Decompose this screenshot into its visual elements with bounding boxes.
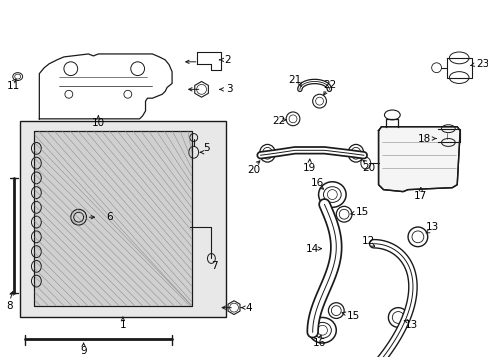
Text: 8: 8 [6, 301, 13, 311]
Text: 19: 19 [303, 163, 316, 173]
Text: 5: 5 [203, 143, 209, 153]
Text: 2: 2 [224, 55, 230, 65]
Text: 4: 4 [245, 303, 252, 312]
Text: 3: 3 [225, 84, 232, 94]
Text: 6: 6 [106, 212, 113, 222]
Text: 13: 13 [404, 320, 417, 330]
Text: 12: 12 [361, 236, 375, 246]
Text: 10: 10 [92, 118, 104, 128]
Text: 20: 20 [246, 165, 260, 175]
Text: 18: 18 [417, 134, 430, 144]
Polygon shape [378, 127, 459, 192]
Text: 15: 15 [346, 311, 360, 320]
Text: 23: 23 [475, 59, 488, 69]
Text: 22: 22 [322, 80, 335, 90]
Text: 16: 16 [312, 338, 325, 348]
Text: 21: 21 [288, 75, 301, 85]
Bar [34, 131, 191, 306]
Text: 13: 13 [425, 222, 438, 232]
Bar [34, 131, 191, 306]
Bar [20, 121, 225, 318]
Text: 11: 11 [7, 81, 20, 91]
Text: 22: 22 [272, 116, 285, 126]
Text: 16: 16 [310, 178, 324, 188]
Text: 15: 15 [355, 207, 368, 217]
Text: 20: 20 [362, 163, 374, 173]
Text: 1: 1 [120, 320, 126, 330]
Text: 9: 9 [80, 346, 87, 356]
Text: 7: 7 [211, 261, 217, 271]
Text: 17: 17 [413, 190, 427, 201]
Text: 14: 14 [305, 244, 319, 254]
